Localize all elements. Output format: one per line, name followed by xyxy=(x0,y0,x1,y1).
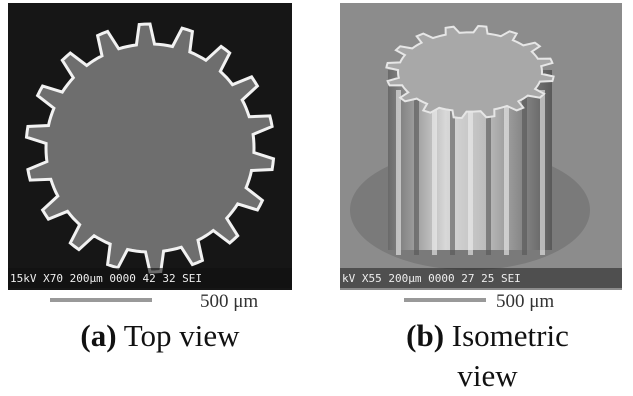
scale-label: 500 μm xyxy=(200,291,258,312)
rib xyxy=(414,90,419,255)
sem-info: 15kV X70 200μm 0000 42 32 SEI xyxy=(10,272,202,285)
page: 15kV X70 200μm 0000 42 32 SEI kV X55 200… xyxy=(0,0,633,392)
caption-text: Isometric view xyxy=(452,318,569,393)
rib xyxy=(522,90,527,255)
caption-label: (a) xyxy=(80,318,116,353)
rib xyxy=(504,90,509,255)
figure: 15kV X70 200μm 0000 42 32 SEI kV X55 200… xyxy=(0,0,633,320)
scale-bar xyxy=(50,298,152,302)
scale-bar xyxy=(404,298,486,302)
caption-text: Top view xyxy=(124,318,240,353)
caption: (a) Top view xyxy=(60,316,260,356)
scale-label: 500 μm xyxy=(496,291,554,312)
gear-ribs xyxy=(396,90,545,255)
rib xyxy=(540,90,545,255)
caption-label: (b) xyxy=(406,318,444,353)
rib xyxy=(468,90,473,255)
sem-info: kV X55 200μm 0000 27 25 SEI xyxy=(342,272,521,285)
caption: (b) Isometric view xyxy=(380,316,595,396)
rib xyxy=(396,90,401,255)
rib xyxy=(432,90,437,255)
